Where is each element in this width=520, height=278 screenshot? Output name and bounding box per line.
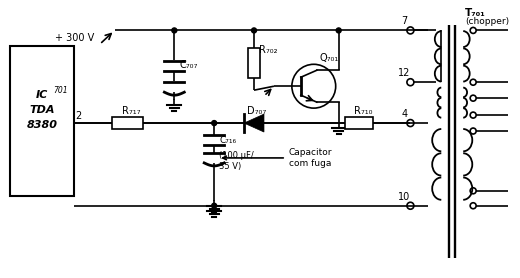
Text: TDA: TDA — [29, 105, 55, 115]
Bar — [345, 117, 372, 129]
Text: R₇₁₀: R₇₁₀ — [354, 106, 372, 116]
Circle shape — [212, 203, 217, 208]
Text: R₇₁₇: R₇₁₇ — [122, 106, 140, 116]
Bar — [248, 48, 260, 78]
Circle shape — [336, 28, 341, 33]
Bar — [10, 46, 74, 196]
Polygon shape — [244, 114, 264, 132]
Text: T₇₀₁: T₇₀₁ — [465, 9, 486, 19]
Circle shape — [212, 121, 217, 126]
Text: R₇₀₂: R₇₀₂ — [259, 45, 278, 55]
Text: + 300 V: + 300 V — [56, 33, 95, 43]
Text: 12: 12 — [398, 68, 411, 78]
Text: 2: 2 — [76, 111, 82, 121]
Text: IC: IC — [36, 90, 48, 100]
Text: 4: 4 — [401, 109, 408, 119]
Text: D₇₀₇: D₇₀₇ — [247, 106, 266, 116]
Text: C₇₀₇: C₇₀₇ — [179, 60, 198, 70]
Bar — [112, 117, 144, 129]
Text: (100 μF/: (100 μF/ — [219, 152, 254, 160]
Text: Capacitor
com fuga: Capacitor com fuga — [223, 148, 332, 168]
Text: 35 V): 35 V) — [219, 162, 241, 172]
Text: 8380: 8380 — [27, 120, 57, 130]
Text: 701: 701 — [54, 86, 69, 95]
Circle shape — [252, 28, 256, 33]
Text: 10: 10 — [398, 192, 411, 202]
Text: 7: 7 — [401, 16, 408, 26]
Text: (chopper): (chopper) — [465, 17, 509, 26]
Text: C₇₁₆: C₇₁₆ — [219, 136, 236, 145]
Text: Q₇₀₁: Q₇₀₁ — [320, 53, 339, 63]
Circle shape — [172, 28, 177, 33]
